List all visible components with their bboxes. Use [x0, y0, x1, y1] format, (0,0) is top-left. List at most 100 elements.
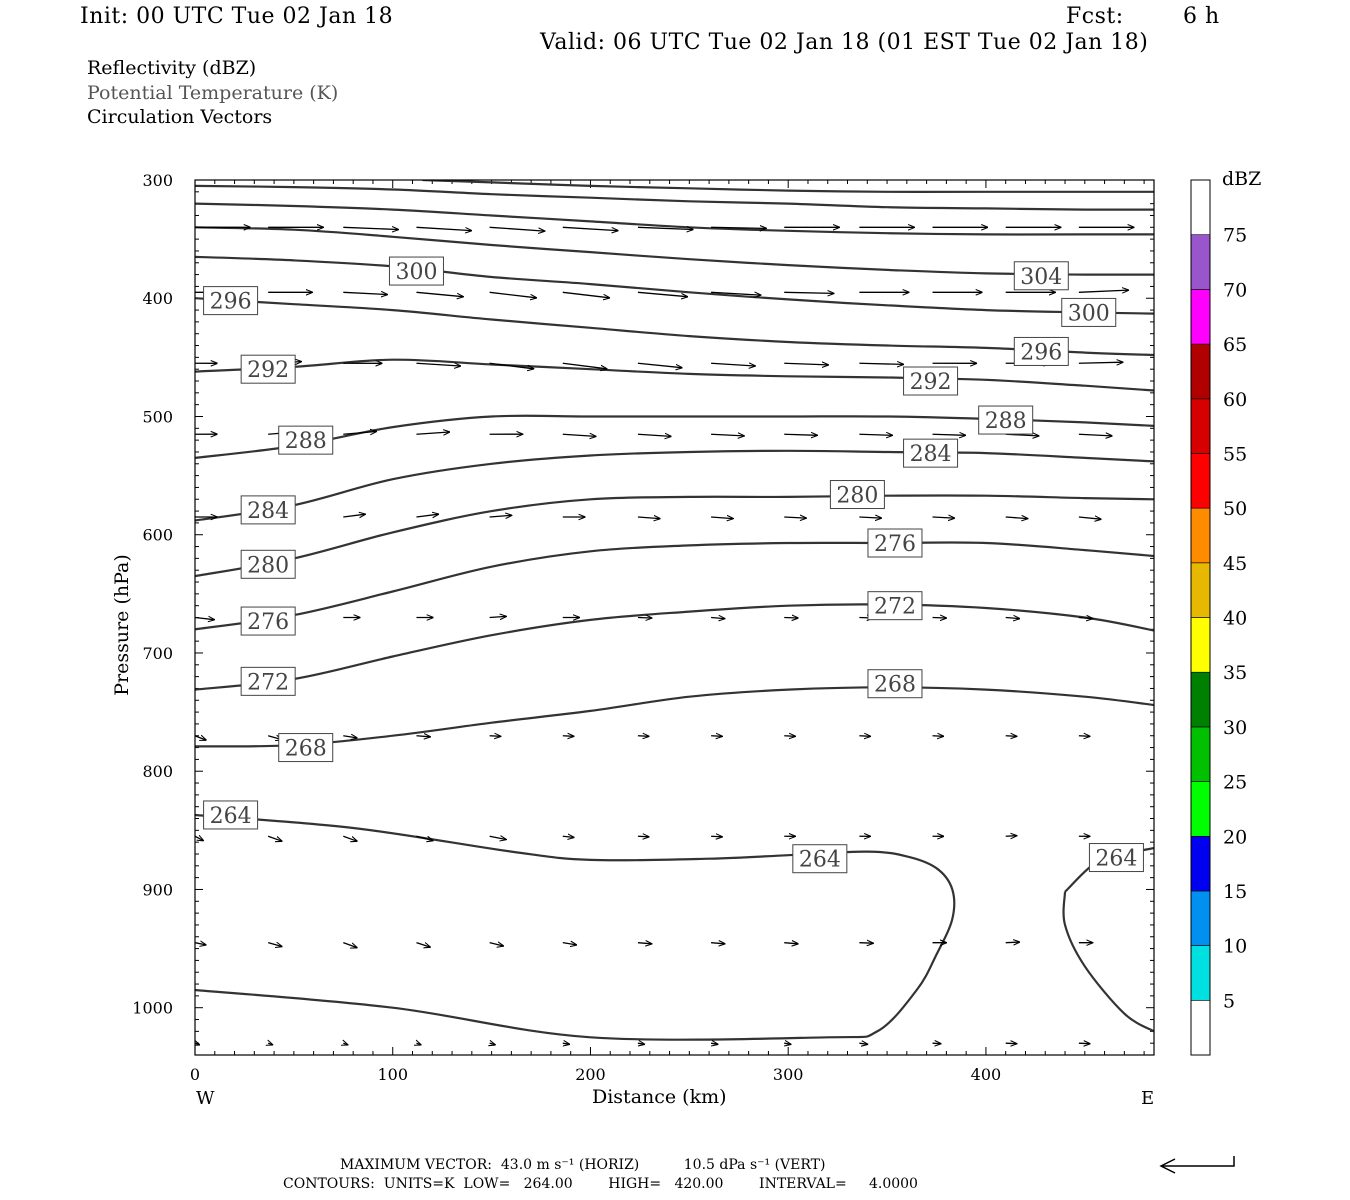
circulation-vector: [1078, 736, 1090, 737]
circulation-vector: [711, 943, 725, 944]
y-tick-label: 1000: [132, 999, 173, 1018]
circulation-vector: [1078, 434, 1112, 436]
contour-label-text: 272: [874, 595, 916, 620]
circulation-vector: [195, 836, 203, 840]
circulation-vector: [637, 618, 652, 619]
circulation-vector: [489, 362, 534, 369]
circulation-vector: [267, 835, 282, 841]
circulation-vector: [932, 517, 955, 518]
circulation-vector: [343, 292, 387, 294]
circulation-vector: [932, 434, 966, 435]
y-tick-label: 400: [142, 289, 173, 308]
contour-label-box: [278, 733, 334, 763]
contour-label: 276: [240, 606, 296, 636]
circulation-vector: [343, 227, 398, 229]
circulation-vector: [1005, 618, 1020, 619]
isentrope-280: [195, 494, 1154, 578]
contour-label-text: 288: [985, 409, 1027, 434]
circulation-vector: [932, 1043, 941, 1044]
contour-label-text: 280: [836, 484, 878, 509]
forecast-label: Fcst:: [1066, 4, 1124, 29]
circulation-vector: [711, 434, 744, 436]
circulation-vector: [343, 835, 357, 841]
colorbar-segment: [1190, 999, 1211, 1056]
circulation-vector: [562, 434, 596, 436]
contour-label-box: [867, 591, 923, 621]
contour-label-text: 288: [285, 429, 327, 454]
colorbar-segment: [1190, 289, 1211, 345]
contour-label: 276: [867, 528, 923, 558]
colorbar-level-label: 40: [1223, 608, 1247, 630]
contour-label: 292: [903, 366, 959, 396]
forecast-value: 6 h: [1183, 4, 1220, 29]
circulation-vector: [1005, 942, 1020, 943]
contours-note: CONTOURS: UNITS=K LOW= 264.00 HIGH= 420.…: [283, 1176, 918, 1192]
contour-label-box: [792, 844, 848, 874]
circulation-vector: [416, 291, 463, 296]
circulation-vector: [637, 227, 693, 229]
colorbar-level-label: 10: [1223, 936, 1247, 958]
field-circulation-vectors: Circulation Vectors: [87, 106, 273, 128]
colorbar-segment: [1190, 726, 1211, 782]
circulation-vector: [489, 736, 501, 737]
contour-label: 268: [867, 669, 923, 699]
circulation-vector: [562, 943, 577, 945]
circulation-vector: [711, 618, 725, 619]
circulation-vector: [267, 943, 282, 947]
isentrope-268: [195, 686, 1154, 748]
contour-label: 288: [978, 405, 1034, 435]
circulation-vector: [489, 616, 506, 617]
contour-label: 296: [1013, 336, 1069, 366]
circulation-vector: [859, 517, 881, 518]
contour-label-text: 268: [285, 737, 327, 762]
circulation-vector: [784, 736, 795, 737]
circulation-vector: [784, 618, 798, 619]
circulation-vector: [859, 363, 903, 364]
circulation-vector: [637, 943, 652, 944]
x-tick-label: 300: [773, 1065, 804, 1084]
circulation-vector: [416, 514, 438, 517]
circulation-vector: [784, 434, 817, 435]
colorbar-segment: [1190, 234, 1211, 290]
contour-label-text: 292: [910, 370, 952, 395]
colorbar-level-label: 35: [1223, 662, 1247, 684]
circulation-vector: [195, 618, 214, 620]
isentrope-264: [195, 813, 956, 1041]
contour-label-box: [829, 480, 885, 510]
contour-label-box: [388, 256, 444, 286]
circulation-vector: [343, 736, 357, 738]
contour-label: 272: [240, 666, 296, 696]
contour-label-box: [278, 425, 334, 455]
circulation-vector: [562, 362, 607, 369]
contour-label: 296: [203, 286, 259, 316]
contour-label-box: [867, 669, 923, 699]
circulation-vector: [711, 363, 755, 366]
contour-label-box: [1061, 297, 1117, 327]
contour-label: 264: [792, 844, 848, 874]
circulation-vector: [637, 517, 660, 519]
contour-label-box: [903, 366, 959, 396]
circulation-vector: [416, 942, 430, 947]
circulation-vector: [1078, 362, 1123, 363]
contour-label-box: [1013, 261, 1069, 291]
circulation-vector: [1078, 1043, 1090, 1044]
contour-label: 284: [903, 438, 959, 468]
circulation-vector: [932, 736, 944, 737]
circulation-vector: [711, 517, 733, 519]
circulation-vector: [195, 736, 206, 740]
circulation-vector: [784, 363, 828, 365]
circulation-vector: [489, 291, 537, 297]
x-tick-label: 100: [377, 1065, 408, 1084]
contour-label-box: [1088, 843, 1144, 873]
contour-label-text: 284: [247, 499, 289, 524]
circulation-vector: [784, 517, 806, 518]
contour-label-text: 276: [874, 532, 916, 557]
colorbar-title: dBZ: [1222, 168, 1262, 190]
circulation-vector: [562, 836, 574, 837]
circulation-vector: [490, 1043, 495, 1045]
circulation-vector: [416, 1043, 420, 1045]
circulation-vector: [711, 292, 761, 295]
circulation-vector: [859, 434, 892, 435]
circulation-vector: [637, 362, 682, 367]
contour-label: 284: [240, 495, 296, 525]
